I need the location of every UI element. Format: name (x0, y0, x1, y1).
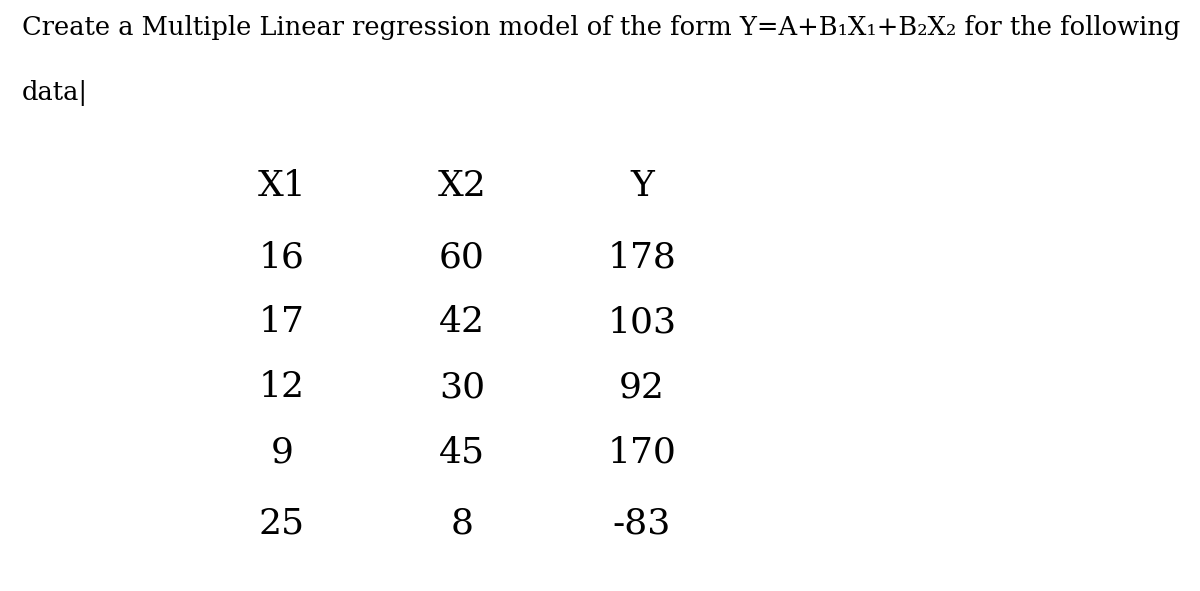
Text: 12: 12 (259, 370, 305, 404)
Text: 45: 45 (439, 435, 485, 469)
Text: 8: 8 (450, 506, 474, 540)
Text: 16: 16 (259, 240, 305, 274)
Text: 60: 60 (439, 240, 485, 274)
Text: 170: 170 (607, 435, 677, 469)
Text: 30: 30 (439, 370, 485, 404)
Text: 178: 178 (607, 240, 677, 274)
Text: 25: 25 (259, 506, 305, 540)
Text: 17: 17 (259, 305, 305, 339)
Text: 92: 92 (619, 370, 665, 404)
Text: 103: 103 (607, 305, 677, 339)
Text: Create a Multiple Linear regression model of the form Y=A+B₁X₁+B₂X₂ for the foll: Create a Multiple Linear regression mode… (22, 15, 1180, 40)
Text: data|: data| (22, 80, 88, 106)
Text: -83: -83 (613, 506, 671, 540)
Text: Y: Y (630, 169, 654, 203)
Text: 42: 42 (439, 305, 485, 339)
Text: X2: X2 (438, 169, 486, 203)
Text: 9: 9 (270, 435, 294, 469)
Text: X1: X1 (258, 169, 306, 203)
